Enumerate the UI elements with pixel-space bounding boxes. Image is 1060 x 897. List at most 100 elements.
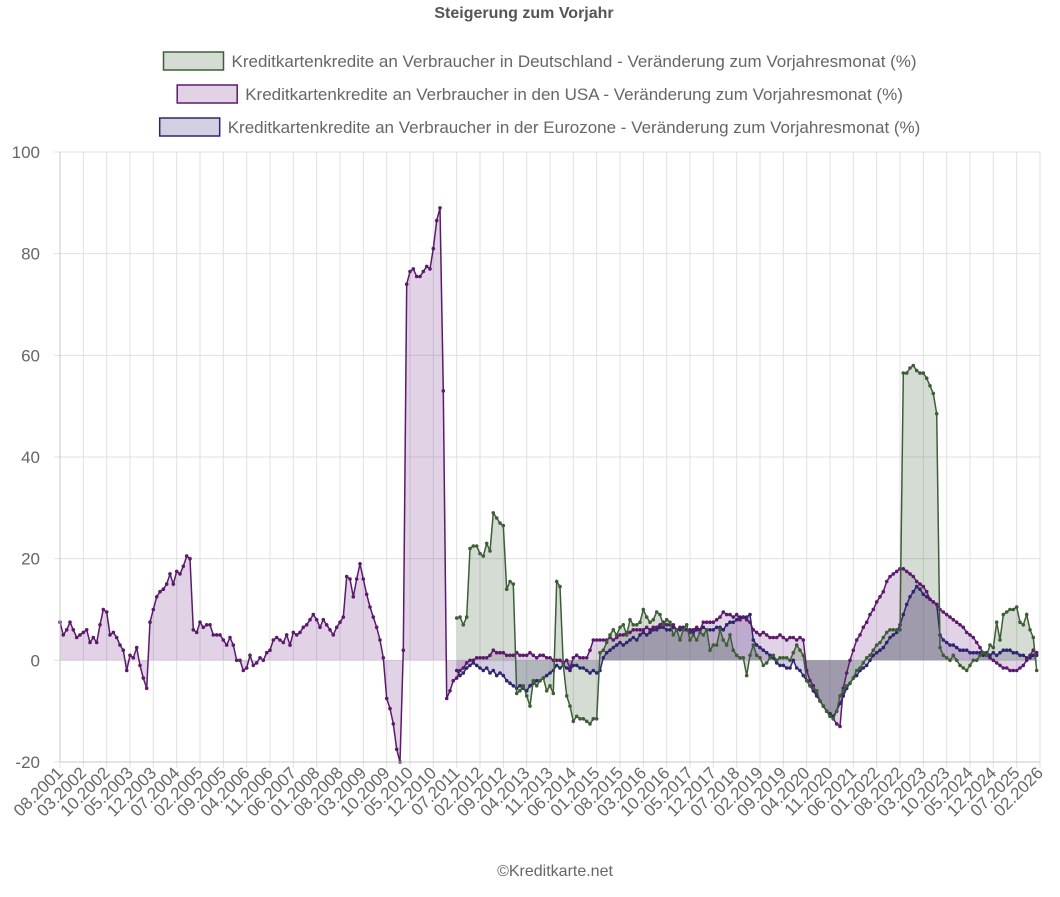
data-point <box>714 625 719 630</box>
data-point <box>888 635 892 640</box>
data-point <box>251 663 256 668</box>
data-point <box>974 658 979 663</box>
data-point <box>558 584 562 589</box>
data-point <box>298 630 302 635</box>
data-point <box>524 694 529 698</box>
data-point <box>874 600 879 604</box>
data-point <box>691 630 696 635</box>
data-point <box>558 658 562 663</box>
legend-item-1[interactable]: Kreditkartenkredite an Verbraucher in de… <box>176 84 903 104</box>
data-point <box>504 653 509 658</box>
data-point <box>504 678 509 683</box>
data-point <box>461 671 466 675</box>
data-point <box>654 625 659 630</box>
data-point <box>454 668 459 673</box>
data-point <box>488 549 492 553</box>
data-point <box>594 717 599 721</box>
data-point <box>154 595 159 599</box>
data-point <box>624 633 629 637</box>
data-point <box>498 650 502 655</box>
data-point <box>394 747 399 752</box>
data-point <box>991 658 996 663</box>
data-point <box>864 663 869 668</box>
data-point <box>824 709 829 713</box>
data-point <box>838 724 842 729</box>
data-point <box>794 638 799 642</box>
data-point <box>544 689 549 693</box>
data-point <box>771 635 776 640</box>
data-point <box>784 666 789 670</box>
data-point <box>561 663 566 668</box>
data-point <box>554 663 559 668</box>
y-tick-label: 80 <box>21 245 40 264</box>
data-point <box>391 722 396 726</box>
data-point <box>971 658 976 663</box>
data-point <box>828 714 832 719</box>
data-point <box>788 658 792 663</box>
data-point <box>701 633 706 637</box>
data-point <box>818 699 822 703</box>
data-point <box>461 666 466 670</box>
data-point <box>188 556 192 561</box>
data-point <box>474 663 479 668</box>
data-point <box>434 218 439 223</box>
data-point <box>811 686 816 691</box>
data-point <box>1014 650 1019 655</box>
data-point <box>944 640 949 645</box>
legend-item-0[interactable]: Kreditkartenkredite an Verbraucher in De… <box>162 51 917 71</box>
data-point <box>498 521 502 525</box>
data-point <box>174 569 179 574</box>
data-point <box>521 684 526 688</box>
legend-item-2[interactable]: Kreditkartenkredite an Verbraucher in de… <box>158 117 921 137</box>
data-point <box>574 653 579 658</box>
data-point <box>778 633 782 637</box>
data-point <box>981 653 986 658</box>
data-point <box>388 706 392 711</box>
data-point <box>161 587 166 591</box>
y-tick-label: 100 <box>12 143 40 162</box>
data-point <box>991 645 996 650</box>
data-point <box>301 625 306 630</box>
data-point <box>618 640 622 645</box>
data-point <box>491 648 496 652</box>
data-point <box>694 625 699 630</box>
data-point <box>554 658 559 663</box>
data-point <box>644 625 649 630</box>
data-point <box>701 625 706 630</box>
data-point <box>808 684 812 688</box>
data-point <box>208 623 212 627</box>
data-point <box>998 638 1002 642</box>
data-point <box>908 595 912 599</box>
data-point <box>984 653 989 658</box>
data-point <box>798 648 802 652</box>
data-point <box>958 663 962 668</box>
data-point <box>728 633 732 637</box>
data-point <box>914 584 919 589</box>
data-point <box>918 582 922 586</box>
data-point <box>978 650 982 655</box>
data-point <box>518 689 522 693</box>
data-point <box>798 668 802 673</box>
data-point <box>868 612 872 617</box>
series-0-area <box>456 365 1037 724</box>
data-point <box>911 574 916 579</box>
data-point <box>788 666 792 670</box>
data-point <box>741 656 746 660</box>
data-point <box>958 648 962 652</box>
data-point <box>514 691 519 696</box>
data-point <box>801 673 806 678</box>
data-point <box>794 666 799 670</box>
data-point <box>191 628 196 632</box>
data-point <box>864 656 869 660</box>
data-point <box>368 605 372 609</box>
data-point <box>621 633 626 637</box>
data-point <box>671 633 676 637</box>
data-point <box>748 612 752 617</box>
data-point <box>378 638 382 642</box>
data-point <box>728 612 732 617</box>
data-point <box>104 610 109 614</box>
data-point <box>618 625 622 630</box>
data-point <box>1021 623 1026 627</box>
data-point <box>471 658 476 663</box>
data-point <box>804 678 809 683</box>
